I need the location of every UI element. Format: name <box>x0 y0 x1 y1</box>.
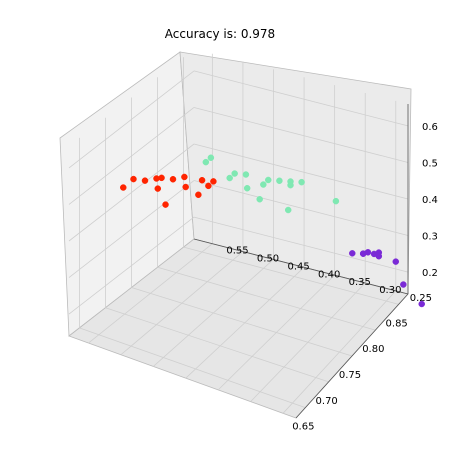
grid-line-y-floor <box>250 282 366 402</box>
data-point <box>276 177 283 185</box>
grid-line-z-back <box>193 180 409 236</box>
y-tick-label: 0.50 <box>257 254 279 265</box>
data-point <box>207 154 215 161</box>
data-point <box>120 184 127 191</box>
data-point <box>364 249 372 256</box>
grid-line-z-back <box>193 143 409 200</box>
data-point <box>198 176 206 184</box>
axes-panes <box>59 51 412 419</box>
grid-line-y-floor <box>153 259 274 367</box>
grid-line-x-floor <box>105 307 329 383</box>
x-tick-label: 0.70 <box>316 396 338 407</box>
chart-title: Accuracy is: 0.978 <box>165 27 275 41</box>
grid-line-z-left <box>68 143 195 242</box>
y-tick-label: 0.40 <box>318 269 340 280</box>
data-point <box>265 176 272 184</box>
z-tick-label: 0.5 <box>422 158 438 169</box>
grid-line-y-floor <box>282 290 397 414</box>
data-point <box>392 258 400 265</box>
data-point <box>141 177 149 184</box>
z-tick-label: 0.4 <box>422 195 438 206</box>
grid-line-z-left <box>68 107 195 205</box>
x-tick-label: 0.65 <box>292 422 314 433</box>
x-tick-label: 0.85 <box>386 318 408 329</box>
grid-line-z-left <box>68 70 195 169</box>
data-point <box>154 185 162 192</box>
data-point <box>418 300 425 308</box>
y-tick-label: 0.45 <box>287 261 309 272</box>
grid-line-y-floor <box>88 243 213 344</box>
data-point <box>332 197 340 205</box>
y-axis-line <box>193 238 409 295</box>
data-point <box>256 196 263 203</box>
data-point <box>130 175 137 183</box>
data-point <box>298 178 305 186</box>
grid-line-y-floor <box>185 266 305 379</box>
data-point <box>210 178 217 185</box>
data-point <box>195 191 202 199</box>
data-point <box>375 252 383 260</box>
grid-line-x-floor <box>131 287 353 357</box>
tick-labels: 0.65 0.70 0.75 0.80 0.85 0.25 0.30 0.35 0.40 0.45… <box>226 122 438 433</box>
grid-line-z-left <box>68 216 195 315</box>
grid-line-x-floor <box>79 327 306 409</box>
grid-line-z-left <box>68 180 195 278</box>
grid-line-z-back <box>193 216 409 273</box>
y-tick-label: 0.30 <box>379 285 401 296</box>
axis-lines <box>193 104 409 419</box>
grid-line-y-floor <box>120 251 244 356</box>
data-point <box>231 170 238 177</box>
data-point <box>202 158 210 166</box>
x-tick-label: 0.80 <box>362 344 384 355</box>
data-point <box>243 184 251 192</box>
z-tick-label: 0.3 <box>422 232 438 243</box>
data-points <box>120 154 425 308</box>
x-axis-line <box>295 293 409 419</box>
grid-line-y-floor <box>217 274 335 391</box>
x-tick-label: 0.75 <box>339 370 361 381</box>
data-point <box>287 181 294 189</box>
grid-line-x-floor <box>157 266 376 331</box>
grid-line-x-floor <box>183 246 399 305</box>
y-tick-label: 0.25 <box>410 293 432 304</box>
data-point <box>400 281 407 288</box>
data-point <box>182 183 189 191</box>
data-point <box>226 174 233 182</box>
data-point <box>158 174 165 182</box>
data-point <box>349 250 356 257</box>
y-tick-label: 0.35 <box>349 277 371 288</box>
data-point <box>181 173 188 181</box>
data-point <box>162 201 169 208</box>
data-point <box>169 176 177 183</box>
z-tick-label: 0.2 <box>422 268 438 279</box>
data-point <box>242 171 250 178</box>
z-tick-label: 0.6 <box>422 122 438 133</box>
grid-lines <box>68 53 409 414</box>
grid-line-z-back <box>193 107 409 163</box>
data-point <box>284 206 292 214</box>
grid-line-z-back <box>193 70 409 127</box>
data-point <box>260 181 267 188</box>
data-point <box>205 182 212 190</box>
y-tick-label: 0.55 <box>226 246 248 257</box>
